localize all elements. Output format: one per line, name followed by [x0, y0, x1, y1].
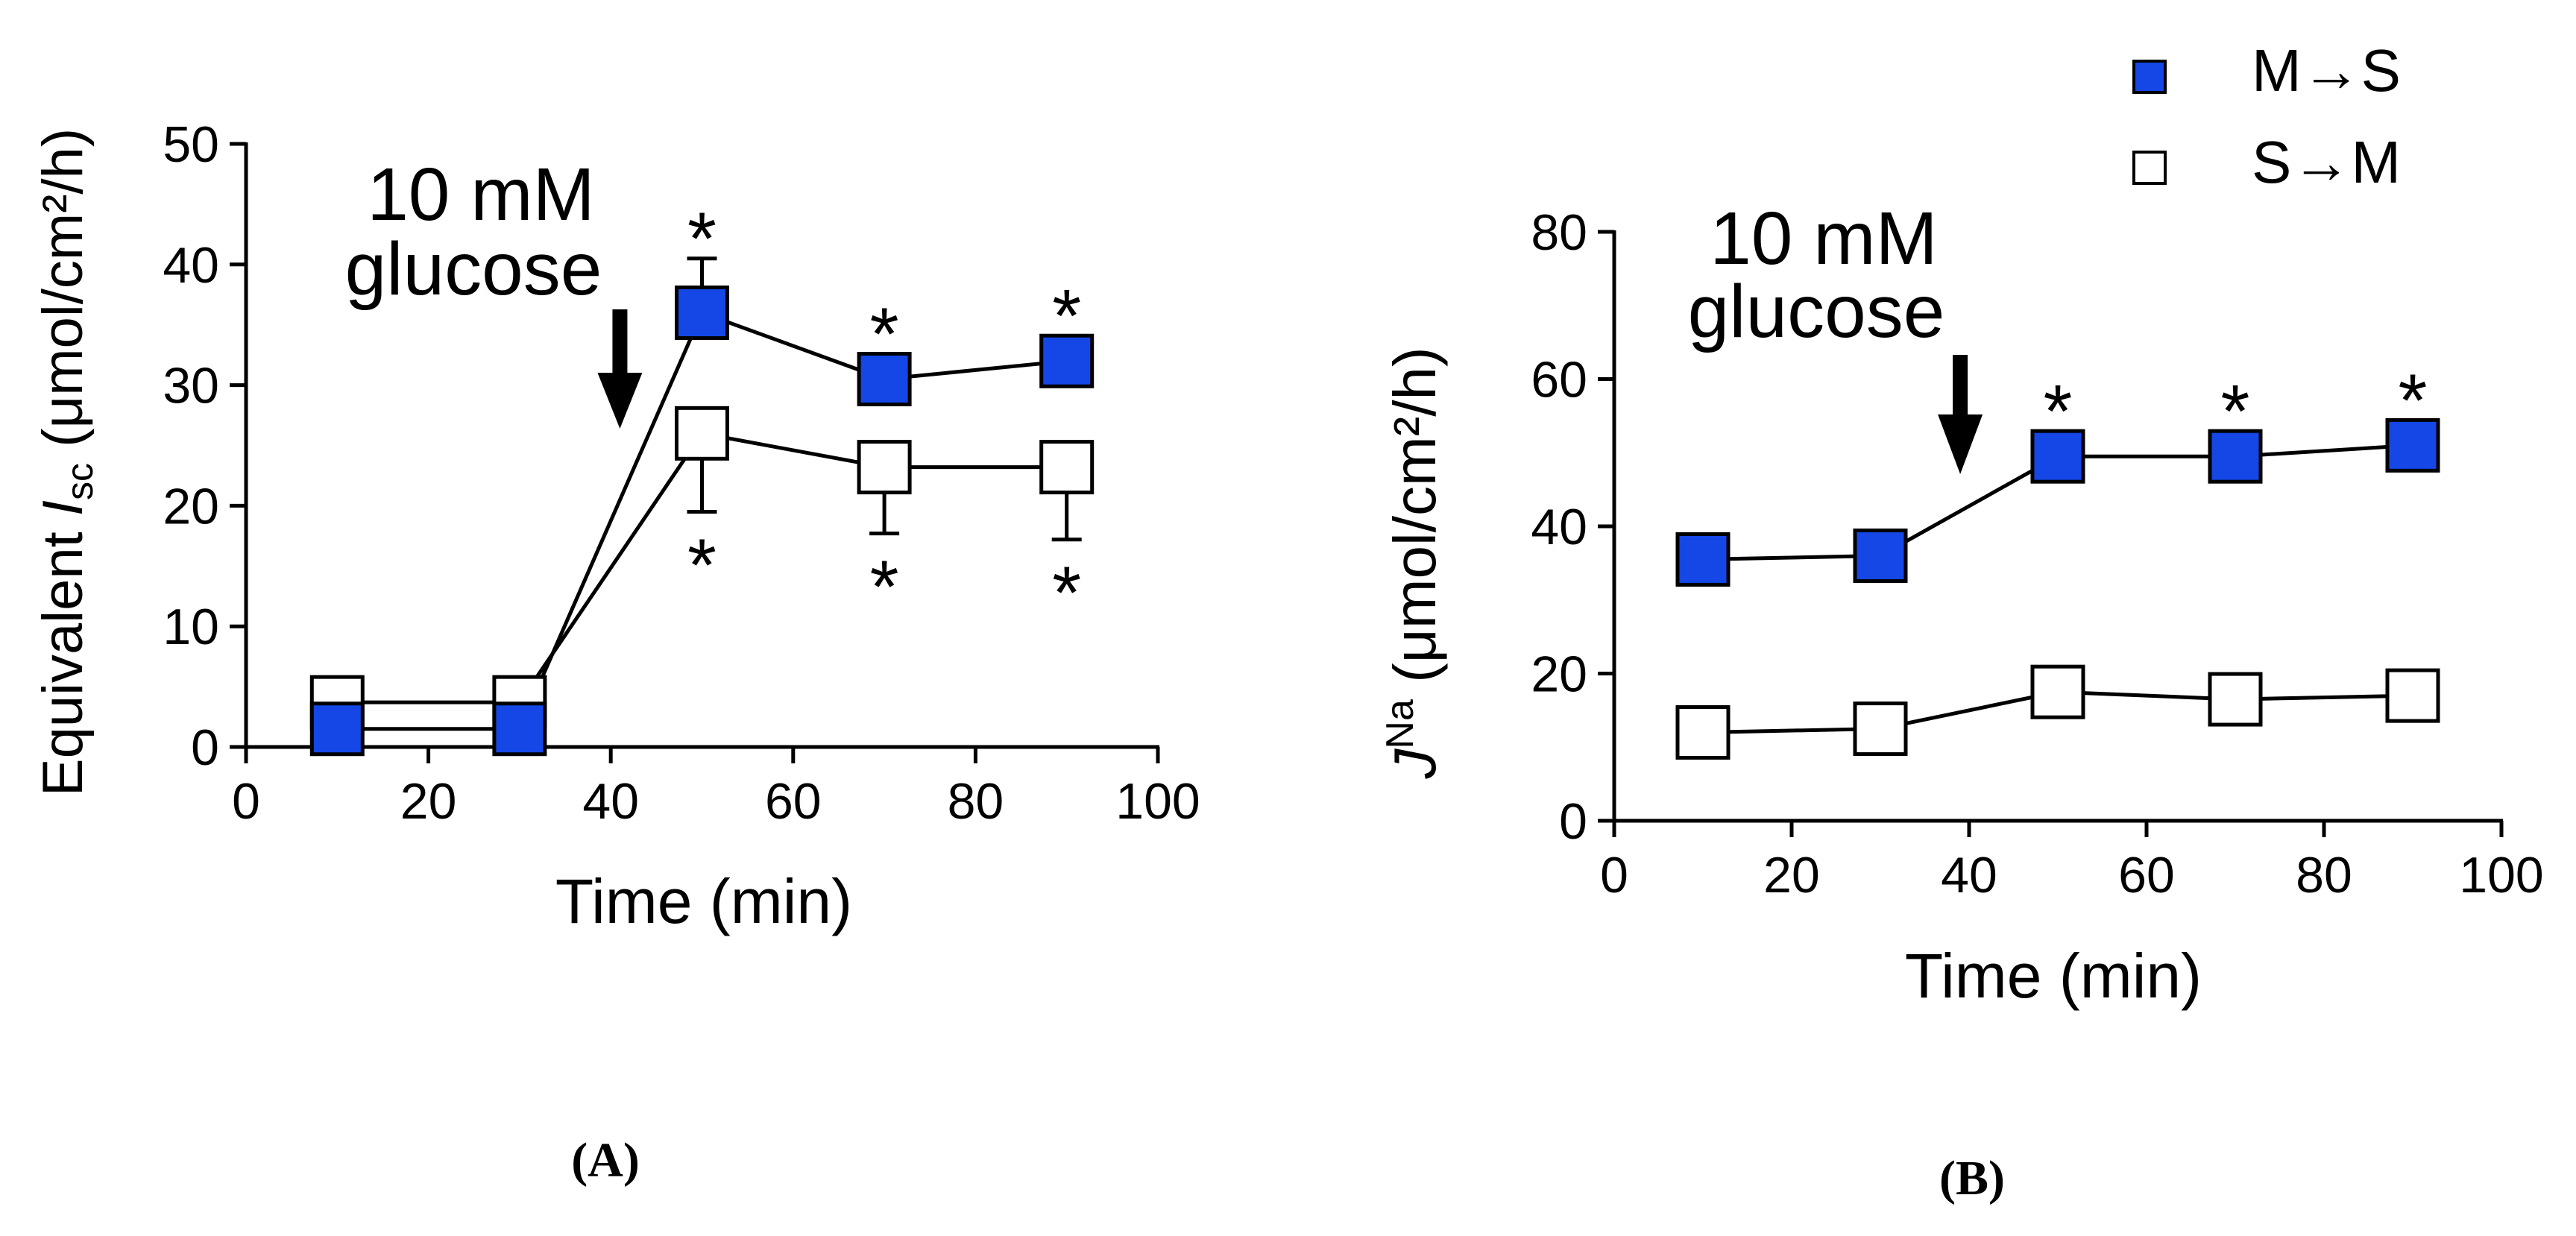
annotation-b-line1: 10 mM	[1710, 197, 1938, 280]
y-axis-label-b-sup: Na	[1379, 699, 1422, 749]
legend-label-m-to-s: M→S	[2252, 37, 2401, 104]
y-axis-label-a-italic: I	[31, 500, 95, 516]
legend-label-s-to-m: S→M	[2252, 129, 2401, 195]
x-tick-label-b: 100	[2459, 847, 2543, 904]
significance-star-m-to-s-b: *	[2221, 370, 2250, 453]
data-point-s-to-m-b	[2385, 668, 2440, 723]
data-point-s-to-m-a	[675, 406, 729, 461]
y-tick-label-a: 10	[163, 599, 219, 655]
y-axis-label-b-italic: J	[1382, 748, 1448, 780]
legend: M→S S→M	[2132, 37, 2401, 195]
data-point-s-to-m-a	[857, 440, 912, 495]
data-point-m-to-s-b	[2030, 429, 2085, 484]
y-axis-label-a-sub: sc	[59, 463, 101, 500]
x-tick-label-b: 0	[1600, 847, 1628, 904]
data-point-s-to-m-b	[2208, 672, 2263, 727]
y-axis-label-b: JNa (μmol/cm²/h)	[1379, 347, 1448, 779]
annotation-a-line1: 10 mM	[367, 153, 595, 236]
x-tick-label-a: 80	[948, 773, 1004, 830]
data-points-a	[309, 286, 1095, 757]
data-point-m-to-s-a	[309, 701, 365, 757]
panel-label-a: (A)	[571, 1133, 640, 1188]
y-axis-label-a-prefix: Equivalent	[31, 516, 95, 796]
arrow-shaft-b	[1953, 355, 1968, 414]
arrow-shaft-a	[612, 309, 628, 373]
significance-star-s-to-m-a: *	[687, 523, 717, 607]
y-tick-label-b: 80	[1531, 204, 1587, 261]
y-tick-label-b: 60	[1531, 352, 1587, 409]
data-point-m-to-s-b	[1675, 532, 1731, 587]
x-axis-label-a: Time (min)	[555, 866, 852, 936]
significance-star-m-to-s-a: *	[1052, 274, 1081, 358]
y-tick-label-a: 20	[163, 478, 219, 535]
y-tick-label-b: 20	[1531, 646, 1587, 703]
legend-marker-s-to-m	[2132, 151, 2167, 185]
data-point-s-to-m-b	[1853, 701, 1908, 757]
y-axis-label-a: Equivalent Isc (μmol/cm²/h)	[31, 128, 101, 796]
y-tick-label-a: 50	[163, 116, 219, 173]
significance-stars-a: * * * * * *	[687, 198, 1081, 635]
arrow-head-a	[597, 373, 643, 429]
x-tick-label-a: 40	[582, 773, 639, 830]
chart-panel-b: 0 20 40 60 80 0 20 40 60 80 100 Time (min) JNa (μ…	[1379, 197, 2544, 1205]
x-tick-label-b: 80	[2296, 847, 2352, 904]
panel-label-b: (B)	[1939, 1151, 2005, 1205]
y-axis-ticks-b: 0 20 40 60 80	[1531, 204, 1614, 850]
data-point-m-to-s-b	[1853, 529, 1908, 583]
data-point-s-to-m-b	[1675, 705, 1731, 760]
x-tick-label-b: 20	[1763, 847, 1820, 904]
annotation-b-line2: glucose	[1688, 270, 1945, 353]
data-point-m-to-s-a	[492, 701, 547, 757]
y-tick-label-a: 0	[191, 719, 219, 776]
arrow-b-icon	[1938, 355, 1983, 474]
legend-marker-m-to-s	[2132, 60, 2167, 94]
arrow-a-icon	[597, 309, 643, 429]
x-axis-ticks-b: 0 20 40 60 80 100	[1600, 821, 2544, 904]
x-tick-label-a: 100	[1115, 773, 1200, 830]
y-axis-label-a-suffix: (μmol/cm²/h)	[31, 128, 95, 463]
x-tick-label-a: 60	[765, 773, 822, 830]
arrow-head-b	[1938, 414, 1983, 474]
x-tick-label-b: 60	[2118, 847, 2175, 904]
data-point-s-to-m-b	[2030, 664, 2085, 719]
x-axis-ticks-a: 0 20 40 60 80 100	[232, 747, 1200, 830]
significance-star-m-to-s-b: *	[2044, 370, 2073, 453]
y-tick-label-b: 40	[1531, 499, 1587, 555]
data-point-m-to-s-a	[1039, 333, 1095, 388]
significance-star-m-to-s-b: *	[2399, 359, 2428, 442]
data-point-m-to-s-a	[857, 352, 912, 407]
significance-star-s-to-m-a: *	[870, 546, 899, 629]
x-tick-label-a: 20	[400, 773, 457, 830]
data-point-m-to-s-a	[675, 286, 729, 341]
y-tick-label-a: 40	[163, 237, 219, 294]
x-axis-label-b: Time (min)	[1905, 941, 2202, 1011]
data-point-s-to-m-a	[1039, 440, 1095, 495]
data-point-m-to-s-b	[2385, 417, 2440, 473]
y-axis-ticks-a: 0 10 20 30 40 50	[163, 116, 246, 776]
y-tick-label-b: 0	[1559, 793, 1587, 850]
data-points-b	[1675, 417, 2440, 760]
x-tick-label-a: 0	[232, 773, 260, 830]
significance-star-m-to-s-a: *	[687, 198, 717, 281]
data-point-m-to-s-b	[2208, 429, 2263, 484]
y-axis-label-b-suffix: (μmol/cm²/h)	[1382, 347, 1448, 699]
chart-panel-a: 0 10 20 30 40 50 0 20 40 60 80 100 Time (min) Equi…	[31, 116, 1200, 1188]
significance-stars-b: * * *	[2044, 359, 2428, 453]
significance-star-s-to-m-a: *	[1052, 552, 1081, 635]
x-tick-label-b: 40	[1941, 847, 1997, 904]
significance-star-m-to-s-a: *	[870, 293, 899, 376]
y-tick-label-a: 30	[163, 358, 219, 414]
annotation-a-line2: glucose	[345, 227, 602, 311]
